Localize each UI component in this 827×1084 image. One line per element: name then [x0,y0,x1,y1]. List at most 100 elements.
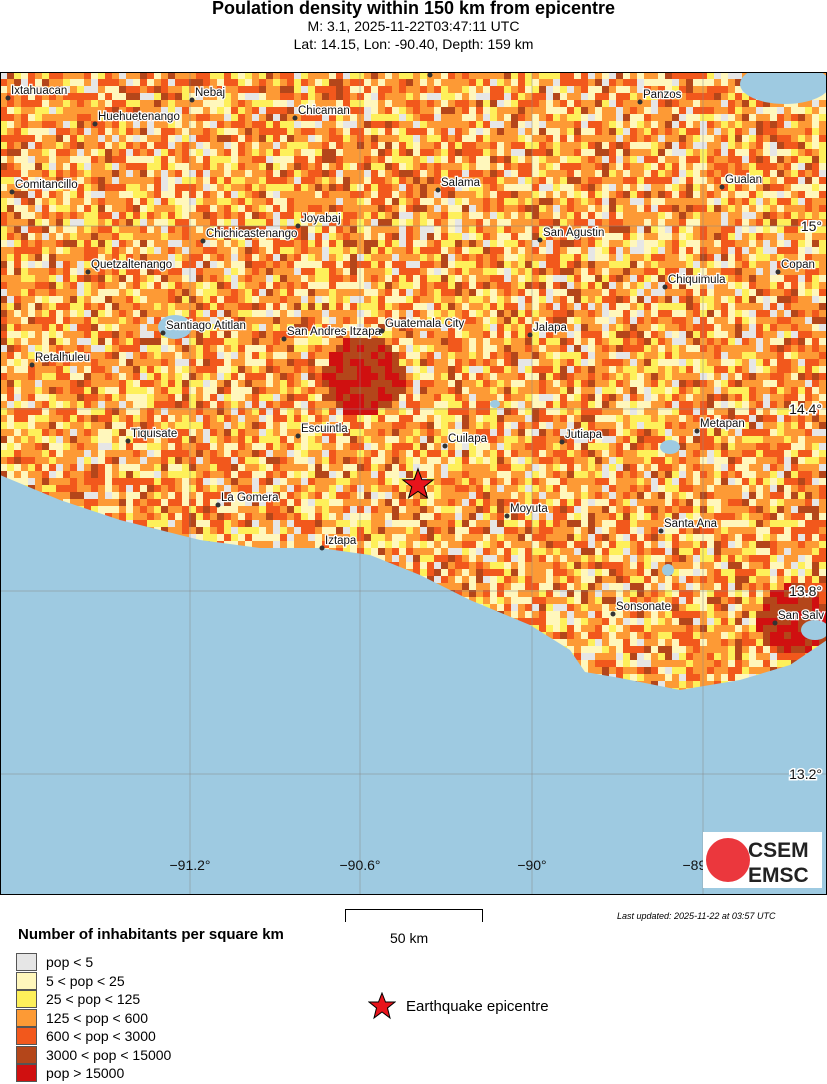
lat-label: 13.2° [789,766,822,782]
city-label: Santiago Atitlan [166,320,246,332]
legend-item-label: 600 < pop < 3000 [46,1028,156,1044]
city-marker [427,72,433,78]
legend-swatch [16,953,37,971]
legend-swatch [16,1064,37,1082]
city-marker [200,238,206,244]
city-marker [160,330,166,336]
city-label: Panzos [643,89,682,101]
city-marker [527,332,533,338]
page-title: Poulation density within 150 km from epi… [211,0,616,18]
city-label: Sonsonate [616,601,671,613]
city-label: La Gomera [221,492,279,504]
city-marker [292,115,298,121]
logo-emsc: EMSC [748,864,809,887]
legend-swatch [16,1027,37,1045]
lakes [158,72,827,640]
city-label: Quetzaltenango [91,259,172,271]
legend-swatch [16,1008,37,1027]
lon-label: −90° [517,857,546,873]
legend-title: Number of inhabitants per square km [18,926,284,943]
logo-csem: CSEM [748,839,809,862]
city-label: Gualan [725,174,762,186]
city-label: Chicaman [298,105,350,117]
city-label: Moyuta [510,503,548,515]
legend-item-label: 125 < pop < 600 [46,1009,148,1026]
legend-item-label: 5 < pop < 25 [46,972,125,989]
city-marker [719,184,725,190]
city-marker [281,336,287,342]
city-label: Jalapa [533,322,567,334]
legend-epicentre: Earthquake epicentre [368,992,549,1020]
lake [662,564,674,576]
city-label: Joyabaj [301,213,341,225]
city-label: Comitancillo [15,179,78,191]
city-marker [319,545,325,551]
city-marker [295,223,301,229]
city-label: Ixtahuacan [11,85,67,97]
lake [801,620,827,640]
legend-item-label: pop < 5 [46,954,94,970]
city-marker [658,528,664,534]
legend-item: pop < 5 [16,953,93,971]
city-marker [5,95,11,101]
legend-item: 25 < pop < 125 [16,990,140,1008]
city-marker [772,620,778,626]
city-label: San Agustin [543,227,604,239]
city-marker [504,513,510,519]
star-icon [368,992,396,1020]
lon-label: −91.2° [169,857,210,873]
city-marker [610,611,616,617]
cities: IxtahuacanNebajCobanPanzosHuehuetenangoC… [5,72,826,626]
city-marker [295,433,301,439]
legend-swatch [16,1045,37,1064]
lat-label: 15° [801,218,822,234]
city-label: Guatemala City [385,318,465,330]
city-marker [662,284,668,290]
city-label: San Andres Itzapa [287,326,382,338]
city-marker [85,269,91,275]
city-label: Cuilapa [448,433,488,445]
city-marker [189,97,195,103]
city-marker [559,439,565,445]
legend-item: 5 < pop < 25 [16,971,125,990]
city-label: Huehuetenango [98,111,180,123]
city-marker [215,502,221,508]
city-label: Copan [781,259,815,271]
map[interactable]: −91.2°−90.6°−90°−89.4°15°14.4°13.8°13.2°… [0,72,827,895]
legend-swatch [16,990,37,1008]
legend-item-label: 3000 < pop < 15000 [46,1046,172,1063]
city-label: Chichicastenango [206,228,297,240]
city-marker [9,189,15,195]
city-label: Retalhuleu [35,352,90,364]
legend-item: 600 < pop < 3000 [16,1027,156,1045]
legend-item: pop > 15000 [16,1064,124,1082]
city-marker [637,99,643,105]
city-marker [435,187,441,193]
ocean [0,475,827,895]
city-marker [537,237,543,243]
legend-item-label: 25 < pop < 125 [46,991,141,1007]
city-label: Jutiapa [565,429,603,441]
lon-label: −90.6° [339,857,380,873]
lake [660,440,680,454]
city-label: Escuintla [301,423,348,435]
lat-label: 14.4° [789,401,822,417]
city-label: Metapan [700,418,745,430]
city-label: Santa Ana [664,518,718,530]
legend-item-label: pop > 15000 [46,1065,125,1081]
city-label: Salama [441,177,481,189]
city-label: Tiquisate [131,428,177,440]
lake [158,315,192,339]
event-info: M: 3.1, 2025-11-22T03:47:11 UTC [307,18,520,34]
city-label: San Salv [778,610,824,622]
city-marker [694,428,700,434]
epicentre-star-icon [401,467,435,500]
event-location: Lat: 14.15, Lon: -90.40, Depth: 159 km [293,36,534,52]
legend-item: 3000 < pop < 15000 [16,1045,172,1064]
scale-bar [345,909,483,922]
legend-item: 125 < pop < 600 [16,1008,148,1027]
legend-epicentre-label: Earthquake epicentre [406,997,549,1015]
last-updated: Last updated: 2025-11-22 at 03:57 UTC [617,911,776,921]
lake [490,400,500,408]
